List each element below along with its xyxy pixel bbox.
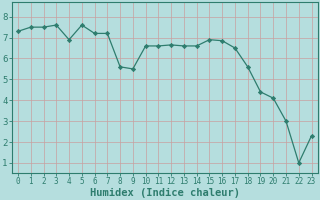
X-axis label: Humidex (Indice chaleur): Humidex (Indice chaleur) bbox=[90, 188, 240, 198]
